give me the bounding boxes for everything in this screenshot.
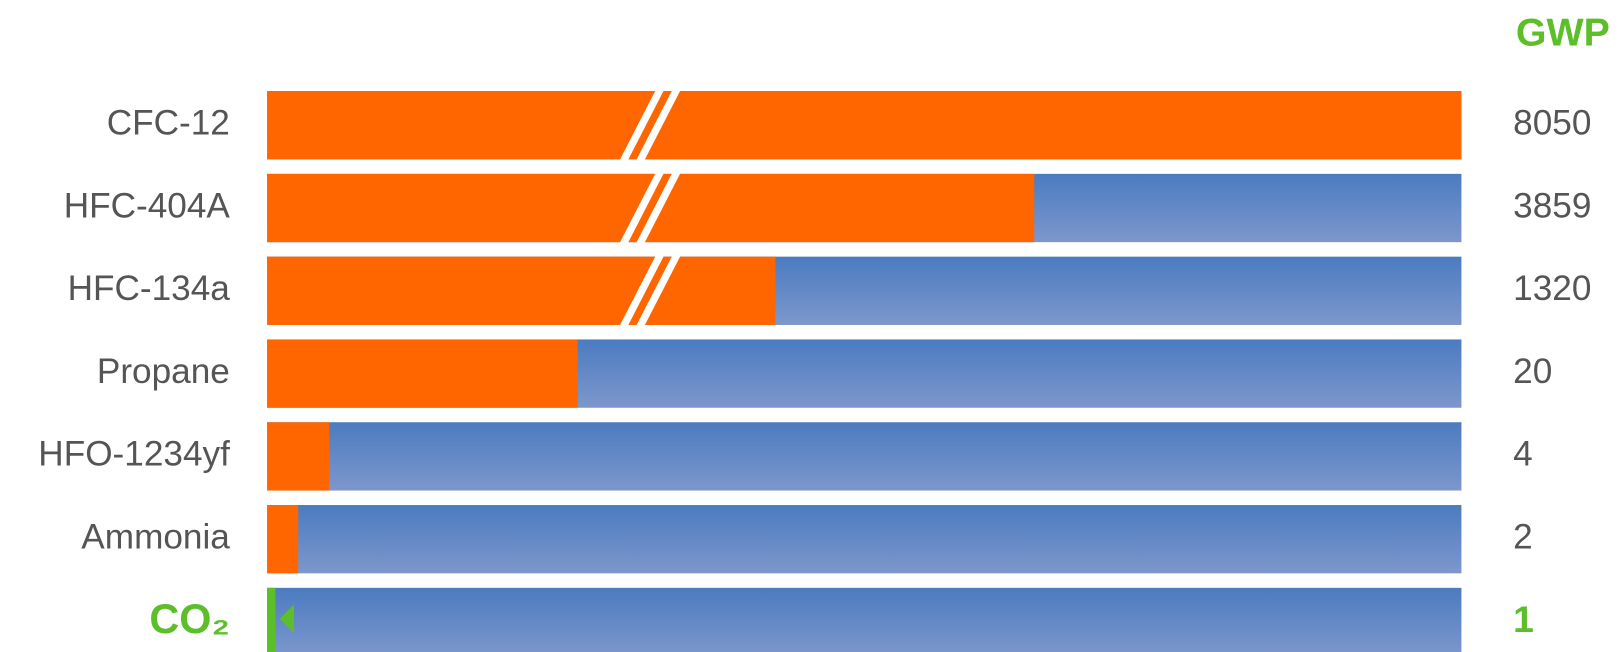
- bar-track: [267, 422, 1462, 491]
- bar-track: [267, 505, 1462, 574]
- category-label: HFC-134a: [68, 269, 231, 308]
- axis-break: [635, 89, 682, 162]
- value-label: 2: [1513, 517, 1533, 556]
- value-header: GWP: [1516, 11, 1610, 55]
- value-label: 1: [1513, 598, 1534, 640]
- bar: [267, 256, 776, 325]
- axis-break: [619, 89, 665, 162]
- category-label: Propane: [97, 352, 230, 391]
- value-label: 1320: [1513, 269, 1591, 308]
- value-label: 4: [1513, 435, 1533, 474]
- axis-break: [619, 254, 665, 328]
- bar-track: [267, 587, 1462, 652]
- value-label: 3859: [1513, 186, 1591, 225]
- value-label: 20: [1513, 352, 1552, 391]
- bar: [267, 422, 330, 491]
- marker-arrow: [279, 604, 295, 634]
- category-label: CO₂: [149, 596, 229, 642]
- bar: [267, 505, 299, 574]
- value-label: 8050: [1513, 104, 1591, 143]
- category-label: CFC-12: [107, 104, 230, 143]
- category-label: Ammonia: [81, 517, 230, 556]
- bar: [267, 587, 276, 652]
- axis-break: [635, 171, 682, 245]
- category-label: HFC-404A: [64, 186, 231, 225]
- category-label: HFO-1234yf: [38, 435, 230, 474]
- axis-break: [635, 254, 682, 328]
- axis-break: [619, 171, 665, 245]
- bar: [267, 339, 578, 408]
- bar: [267, 91, 1462, 160]
